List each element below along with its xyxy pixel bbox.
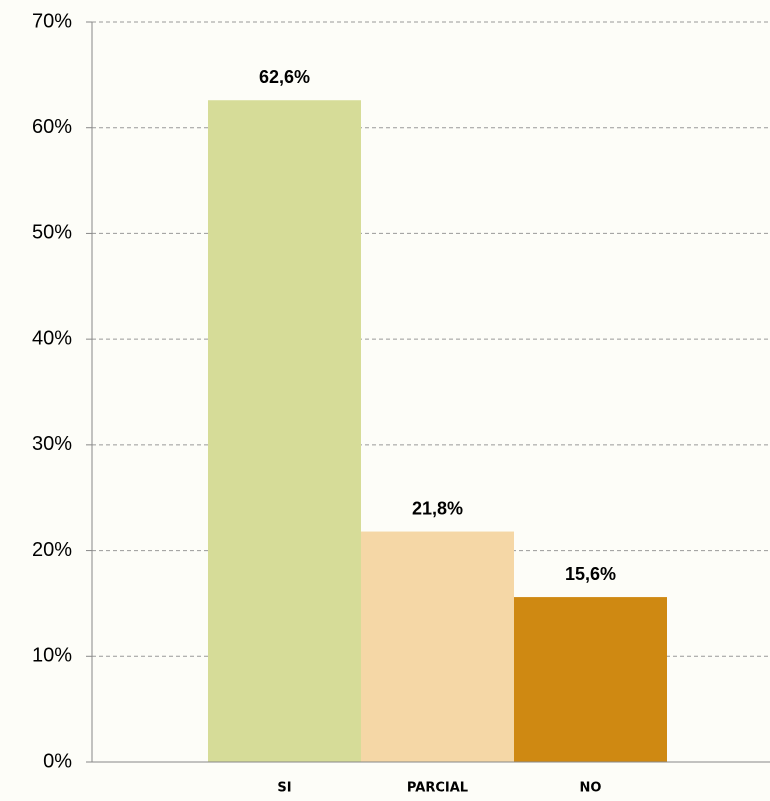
y-tick-label: 40% bbox=[32, 327, 72, 349]
bar bbox=[514, 597, 667, 762]
value-label: 62,6% bbox=[259, 67, 310, 87]
y-tick-label: 20% bbox=[32, 539, 72, 561]
x-tick-label: SI bbox=[277, 781, 291, 796]
x-tick-label: NO bbox=[580, 781, 602, 796]
y-tick-label: 50% bbox=[32, 222, 72, 244]
y-tick-label: 10% bbox=[32, 645, 72, 667]
bar bbox=[208, 100, 361, 762]
y-tick-label: 30% bbox=[32, 433, 72, 455]
value-label: 21,8% bbox=[412, 498, 463, 518]
y-tick-label: 0% bbox=[43, 750, 72, 772]
y-tick-label: 60% bbox=[32, 116, 72, 138]
y-tick-label: 70% bbox=[32, 10, 72, 32]
bar bbox=[361, 531, 514, 762]
x-tick-label: PARCIAL bbox=[407, 781, 468, 796]
value-label: 15,6% bbox=[565, 564, 616, 584]
